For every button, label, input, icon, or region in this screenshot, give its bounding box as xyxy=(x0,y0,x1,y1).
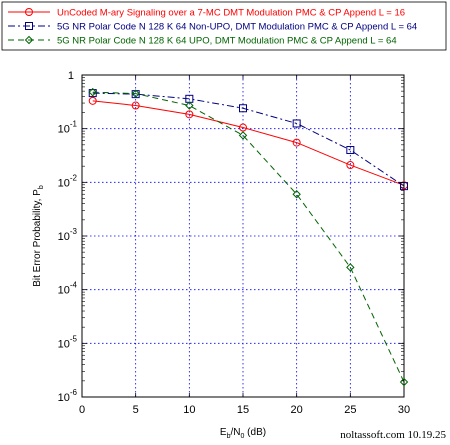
data-point-diamond xyxy=(24,35,34,45)
y-tick-label: 10-1 xyxy=(58,120,78,136)
data-point-square xyxy=(239,104,247,113)
grid-lines xyxy=(82,75,404,397)
credit-text: noltassoft.com 10.19.25 xyxy=(340,429,446,441)
x-tick-label: 10 xyxy=(183,404,195,416)
data-point-diamond xyxy=(346,263,355,272)
series-layer xyxy=(88,87,409,387)
series-line xyxy=(92,92,405,187)
series-3 xyxy=(88,87,409,387)
data-point-circle xyxy=(346,161,355,170)
legend-entry-3: 5G NR Polar Code N 128 K 64 UPO, DMT Mod… xyxy=(8,36,397,47)
y-tick-label: 10-2 xyxy=(58,173,78,189)
data-point-diamond xyxy=(238,131,248,140)
y-tick-label: 10-3 xyxy=(58,227,78,243)
data-point-square xyxy=(25,22,33,30)
data-point-circle xyxy=(185,110,194,119)
x-tick-label: 20 xyxy=(291,404,303,416)
x-tick-label: 30 xyxy=(398,404,410,416)
data-point-circle xyxy=(239,123,247,132)
x-tick-label: 15 xyxy=(237,404,249,416)
series-line xyxy=(92,100,405,186)
y-tick-label: 10-6 xyxy=(58,388,78,404)
y-axis-ticks: 10-6 10-5 10-4 10-3 10-2 10-1 1 xyxy=(58,70,404,404)
y-tick-label: 10-5 xyxy=(58,334,78,350)
legend-entry-2: 5G NR Polar Code N 128 K 64 Non-UPO, DMT… xyxy=(8,22,417,33)
x-axis-label: Eb/N0 (dB) xyxy=(220,427,266,440)
y-axis-label: Bit Error Probability, Pb xyxy=(32,185,45,287)
legend-label: UnCoded M-ary Signaling over a 7-MC DMT … xyxy=(57,8,405,19)
data-point-diamond xyxy=(185,101,194,110)
series-line xyxy=(92,91,405,383)
data-point-circle xyxy=(88,96,97,105)
data-point-diamond xyxy=(88,87,97,97)
data-point-circle xyxy=(292,138,301,147)
x-tick-label: 5 xyxy=(133,404,139,416)
data-point-diamond xyxy=(131,89,140,98)
y-tick-label: 1 xyxy=(68,70,74,82)
data-point-square xyxy=(88,89,97,98)
legend-box xyxy=(1,1,447,51)
data-point-square xyxy=(346,146,355,155)
y-tick-label: 10-4 xyxy=(58,281,78,297)
data-point-circle xyxy=(25,8,33,16)
legend-label: 5G NR Polar Code N 128 K 64 Non-UPO, DMT… xyxy=(57,22,417,33)
x-tick-label: 25 xyxy=(344,404,356,416)
legend-entry-1: UnCoded M-ary Signaling over a 7-MC DMT … xyxy=(8,8,405,19)
legend: UnCoded M-ary Signaling over a 7-MC DMT … xyxy=(1,1,447,51)
x-axis-ticks: 0 5 10 15 20 25 30 xyxy=(79,75,410,416)
data-point-diamond xyxy=(292,190,301,199)
data-point-square xyxy=(292,119,301,128)
legend-label: 5G NR Polar Code N 128 K 64 UPO, DMT Mod… xyxy=(57,36,397,47)
data-point-circle xyxy=(131,101,140,110)
x-tick-label: 0 xyxy=(79,404,85,416)
series-1 xyxy=(88,96,408,190)
